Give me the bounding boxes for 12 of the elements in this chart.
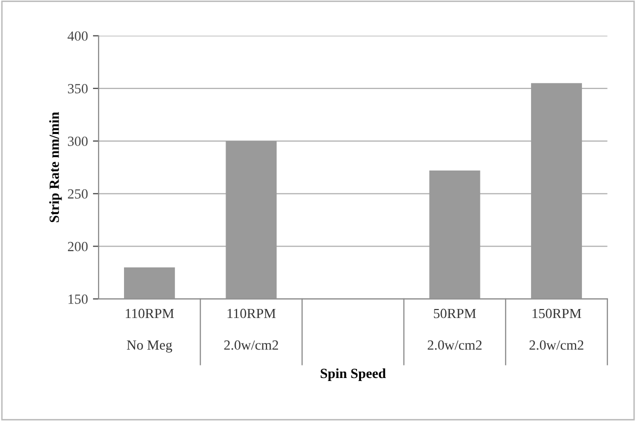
category-label: 50RPM 2.0w/cm2 bbox=[428, 308, 482, 350]
category-label: 110RPM No Meg bbox=[126, 308, 174, 353]
y-tick-label: 150 bbox=[68, 294, 88, 304]
category-label: 150RPM 2.0w/cm2 bbox=[530, 308, 584, 350]
x-axis-title: Spin Speed bbox=[320, 368, 386, 381]
category-label: 110RPM 2.0w/cm2 bbox=[224, 308, 278, 350]
y-tick-label: 200 bbox=[68, 242, 88, 252]
y-axis-title: Strip Rate nm/min bbox=[49, 112, 62, 222]
y-tick-label: 300 bbox=[68, 136, 88, 146]
y-tick-label: 250 bbox=[68, 189, 88, 199]
y-tick-label: 400 bbox=[68, 31, 88, 41]
y-tick-label: 350 bbox=[68, 84, 88, 94]
